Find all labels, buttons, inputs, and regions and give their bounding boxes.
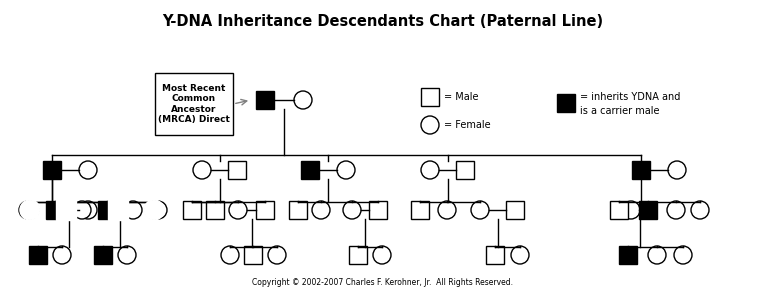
Bar	[29, 246, 47, 264]
Circle shape	[674, 246, 692, 264]
Bar	[421, 88, 439, 106]
Text: = Female: = Female	[444, 120, 491, 130]
Bar	[155, 73, 233, 135]
Circle shape	[19, 201, 37, 219]
Bar	[557, 94, 575, 112]
Circle shape	[144, 200, 164, 220]
Bar	[183, 201, 201, 219]
Circle shape	[471, 201, 489, 219]
Bar	[108, 200, 128, 220]
Circle shape	[343, 201, 361, 219]
Circle shape	[667, 201, 685, 219]
Circle shape	[511, 246, 529, 264]
Circle shape	[21, 201, 39, 219]
Circle shape	[373, 246, 391, 264]
Bar	[632, 161, 650, 179]
Bar	[369, 201, 387, 219]
Circle shape	[268, 246, 286, 264]
Circle shape	[149, 201, 167, 219]
Circle shape	[145, 201, 163, 219]
Circle shape	[193, 161, 211, 179]
Circle shape	[79, 201, 97, 219]
Bar	[349, 246, 367, 264]
Bar	[98, 201, 116, 219]
Bar	[206, 201, 224, 219]
Bar	[46, 201, 64, 219]
Circle shape	[53, 246, 71, 264]
Bar	[244, 246, 262, 264]
Bar	[639, 201, 657, 219]
Bar	[486, 246, 504, 264]
Circle shape	[124, 201, 142, 219]
Text: Copyright © 2002-2007 Charles F. Kerohner, Jr.  All Rights Reserved.: Copyright © 2002-2007 Charles F. Kerohne…	[253, 278, 513, 287]
Bar	[256, 91, 274, 109]
Circle shape	[294, 91, 312, 109]
Bar	[228, 161, 246, 179]
Text: is a carrier male: is a carrier male	[580, 106, 660, 116]
Bar	[610, 201, 628, 219]
Circle shape	[421, 116, 439, 134]
Circle shape	[438, 201, 456, 219]
Circle shape	[691, 201, 709, 219]
Circle shape	[421, 161, 439, 179]
Circle shape	[73, 201, 91, 219]
Bar	[256, 201, 274, 219]
Circle shape	[648, 246, 666, 264]
Text: Y-DNA Inheritance Descendants Chart (Paternal Line): Y-DNA Inheritance Descendants Chart (Pat…	[162, 14, 604, 29]
Text: Most Recent
Common
Ancestor
(MRCA) Direct: Most Recent Common Ancestor (MRCA) Direc…	[158, 84, 230, 124]
Text: = Male: = Male	[444, 92, 479, 102]
Circle shape	[79, 161, 97, 179]
Bar	[289, 201, 307, 219]
Circle shape	[668, 161, 686, 179]
Circle shape	[221, 246, 239, 264]
Circle shape	[312, 201, 330, 219]
Bar	[94, 246, 112, 264]
Bar	[57, 201, 75, 219]
Bar	[301, 161, 319, 179]
Circle shape	[118, 246, 136, 264]
Circle shape	[20, 200, 40, 220]
Text: = inherits YDNA and: = inherits YDNA and	[580, 92, 680, 102]
Bar	[43, 161, 61, 179]
Circle shape	[622, 201, 640, 219]
Bar	[619, 246, 637, 264]
Bar	[411, 201, 429, 219]
Circle shape	[337, 161, 355, 179]
Circle shape	[229, 201, 247, 219]
Bar	[109, 201, 127, 219]
Bar	[456, 161, 474, 179]
Bar	[56, 200, 76, 220]
Bar	[506, 201, 524, 219]
